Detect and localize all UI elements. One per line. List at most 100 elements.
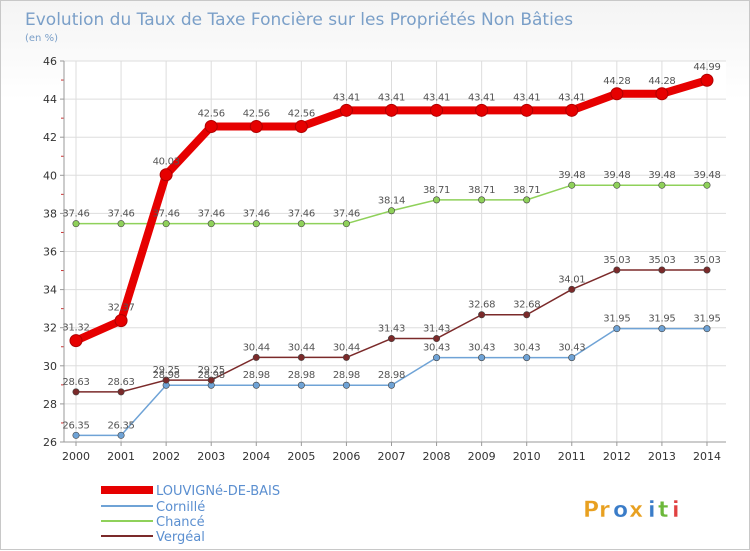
- x-tick-label: 2006: [332, 450, 360, 463]
- data-point: [117, 431, 125, 439]
- data-label: 28.98: [198, 370, 225, 381]
- data-point: [703, 266, 711, 274]
- data-label: 30.44: [243, 342, 270, 353]
- data-point: [433, 354, 441, 362]
- data-point: [655, 87, 669, 101]
- data-point: [297, 381, 305, 389]
- data-point: [523, 354, 531, 362]
- x-tick-label: 2011: [558, 450, 586, 463]
- data-label: 44.28: [603, 76, 630, 87]
- logo-letter: i: [672, 498, 680, 523]
- legend-label: LOUVIGNé-DE-BAIS: [156, 484, 280, 499]
- data-label: 43.41: [423, 92, 450, 103]
- data-point: [252, 353, 260, 361]
- data-point: [568, 285, 576, 293]
- series-vergéal: [72, 266, 711, 396]
- y-tick-label: 46: [43, 55, 57, 68]
- data-point: [433, 335, 441, 343]
- data-point: [433, 196, 441, 204]
- data-label: 37.46: [333, 209, 360, 220]
- logo-letter: P: [583, 498, 599, 523]
- series-layer: [69, 73, 714, 439]
- data-label: 44.99: [693, 62, 720, 73]
- data-point: [478, 196, 486, 204]
- data-point: [610, 87, 624, 101]
- data-point: [478, 311, 486, 319]
- logo-letter: t: [658, 498, 669, 523]
- y-tick-label: 42: [43, 131, 57, 144]
- x-tick-label: 2013: [648, 450, 676, 463]
- data-point: [72, 388, 80, 396]
- data-label: 32.37: [107, 303, 134, 314]
- data-label: 26.35: [62, 420, 89, 431]
- data-point: [523, 311, 531, 319]
- data-point: [159, 168, 173, 182]
- data-label: 30.44: [333, 342, 360, 353]
- data-label: 38.14: [378, 196, 405, 207]
- legend-label: Chancé: [156, 515, 205, 530]
- data-label: 31.43: [423, 324, 450, 335]
- data-label: 43.41: [468, 92, 495, 103]
- data-point: [520, 103, 534, 117]
- axes: 26 28 30 32 34 36 38 40 42 44 46 2000 2001 2002 2003 20…: [43, 55, 726, 463]
- data-point: [117, 388, 125, 396]
- x-tick-label: 2007: [377, 450, 405, 463]
- data-label: 31.95: [693, 314, 720, 325]
- data-label: 43.41: [333, 92, 360, 103]
- data-point: [703, 325, 711, 333]
- data-label: 31.32: [62, 323, 89, 334]
- data-point: [475, 103, 489, 117]
- x-tick-label: 2002: [152, 450, 180, 463]
- data-label: 42.56: [243, 109, 270, 120]
- data-point: [252, 381, 260, 389]
- data-label: 28.98: [153, 370, 180, 381]
- data-point: [387, 381, 395, 389]
- data-point: [297, 353, 305, 361]
- data-label: 39.48: [648, 170, 675, 181]
- series-chancé: [72, 181, 711, 228]
- data-point: [342, 353, 350, 361]
- data-point: [297, 220, 305, 228]
- data-label: 30.43: [558, 343, 585, 354]
- x-tick-label: 2014: [693, 450, 721, 463]
- data-label: 37.46: [107, 209, 134, 220]
- y-tick-label: 38: [43, 207, 57, 220]
- data-label: 40.03: [153, 157, 180, 168]
- x-tick-label: 2004: [242, 450, 270, 463]
- x-tick-label: 2009: [468, 450, 496, 463]
- data-label: 37.46: [243, 209, 270, 220]
- data-point: [658, 181, 666, 189]
- data-point: [523, 196, 531, 204]
- data-label: 35.03: [648, 255, 675, 266]
- data-point: [72, 220, 80, 228]
- data-point: [117, 220, 125, 228]
- chart-subtitle: (en %): [25, 33, 58, 44]
- data-label: 35.03: [603, 255, 630, 266]
- data-label: 37.46: [153, 209, 180, 220]
- data-label: 38.71: [468, 185, 495, 196]
- y-tick-label: 28: [43, 398, 57, 411]
- x-tick-label: 2008: [423, 450, 451, 463]
- data-point: [703, 181, 711, 189]
- y-tick-label: 34: [43, 284, 57, 297]
- data-point: [207, 220, 215, 228]
- data-labels: 31.32 32.37 40.03 42.56 42.56 42.56 43.41 43.41…: [62, 62, 720, 431]
- data-label: 37.46: [288, 209, 315, 220]
- data-label: 42.56: [198, 109, 225, 120]
- data-point: [658, 266, 666, 274]
- data-label: 28.98: [333, 370, 360, 381]
- data-point: [384, 103, 398, 117]
- data-label: 39.48: [693, 170, 720, 181]
- data-label: 31.43: [378, 324, 405, 335]
- data-label: 29.25: [153, 365, 180, 376]
- series-louvigne-de-bais: [69, 73, 714, 348]
- data-point: [430, 103, 444, 117]
- data-point: [387, 335, 395, 343]
- data-point: [249, 120, 263, 134]
- data-point: [72, 431, 80, 439]
- data-label: 30.43: [513, 343, 540, 354]
- data-label: 30.43: [423, 343, 450, 354]
